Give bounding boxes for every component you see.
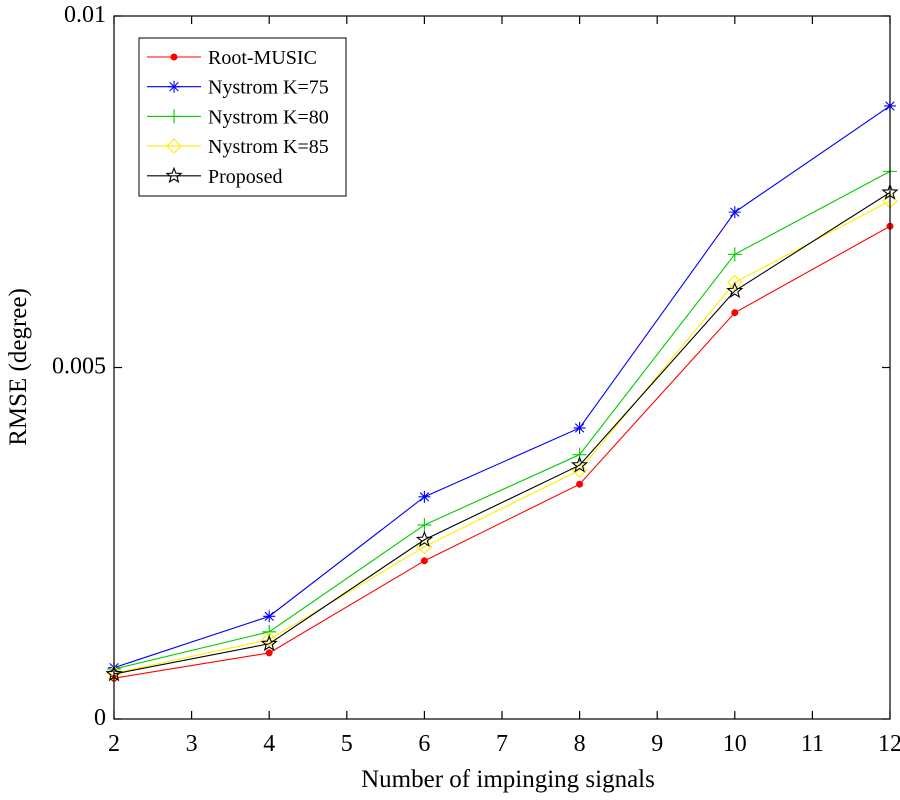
plus-marker [167, 109, 181, 124]
x-tick-label: 2 [108, 731, 120, 757]
star-marker [571, 456, 589, 473]
y-tick-label: 0.01 [64, 2, 106, 28]
asterisk-marker [573, 421, 586, 434]
legend-item: Proposed [147, 166, 282, 188]
x-tick-label: 8 [574, 731, 586, 757]
asterisk-marker [168, 80, 180, 93]
x-tick-label: 4 [263, 731, 275, 757]
legend: Root-MUSIC Nystrom K=75 Nystrom K=80 Nystro… [138, 37, 347, 197]
plus-marker [727, 247, 742, 262]
series-line [113, 200, 891, 674]
star-marker [260, 634, 278, 652]
diamond-marker [416, 538, 433, 555]
legend-label: Proposed [208, 166, 282, 188]
legend-item: Root-MUSIC [147, 47, 317, 69]
star-marker [165, 166, 183, 184]
y-tick-label: 0 [94, 705, 106, 731]
legend-item: Nystrom K=85 [147, 136, 329, 158]
y-axis-label: RMSE (degree) [5, 288, 32, 446]
x-axis-label: Number of impinging signals [361, 766, 655, 793]
diamond-marker [166, 138, 182, 154]
series-line [113, 105, 891, 669]
star-marker [415, 530, 433, 548]
series-line [113, 225, 891, 679]
dot-marker [576, 480, 584, 488]
x-tick-label: 7 [496, 731, 508, 757]
y-tick-label: 0.005 [52, 354, 106, 380]
legend-label: Nystrom K=75 [208, 77, 329, 99]
legend-item: Nystrom K=80 [147, 106, 329, 128]
star-marker [726, 281, 744, 299]
dot-marker [420, 557, 428, 565]
x-tick-label: 3 [186, 731, 198, 757]
x-tick-label: 9 [651, 731, 663, 757]
dot-marker [265, 649, 273, 657]
x-tick-label: 12 [878, 731, 900, 757]
plus-marker [572, 447, 587, 462]
series-line [113, 191, 891, 675]
series-root-music [110, 222, 894, 682]
x-tick-label: 10 [723, 731, 747, 757]
legend-label: Nystrom K=85 [208, 136, 329, 158]
x-tick-label: 5 [341, 731, 353, 757]
plus-marker [417, 517, 432, 532]
legend-label: Root-MUSIC [208, 47, 317, 69]
series-line [113, 170, 891, 670]
dot-marker [170, 53, 178, 61]
legend-item: Nystrom K=75 [147, 77, 329, 99]
asterisk-marker [263, 610, 276, 623]
diamond-marker [727, 274, 743, 291]
asterisk-marker [728, 206, 741, 219]
x-tick-label: 6 [418, 731, 430, 757]
legend-label: Nystrom K=80 [208, 106, 329, 128]
x-tick-label: 11 [801, 731, 824, 757]
dot-marker [731, 309, 739, 317]
asterisk-marker [418, 490, 431, 503]
